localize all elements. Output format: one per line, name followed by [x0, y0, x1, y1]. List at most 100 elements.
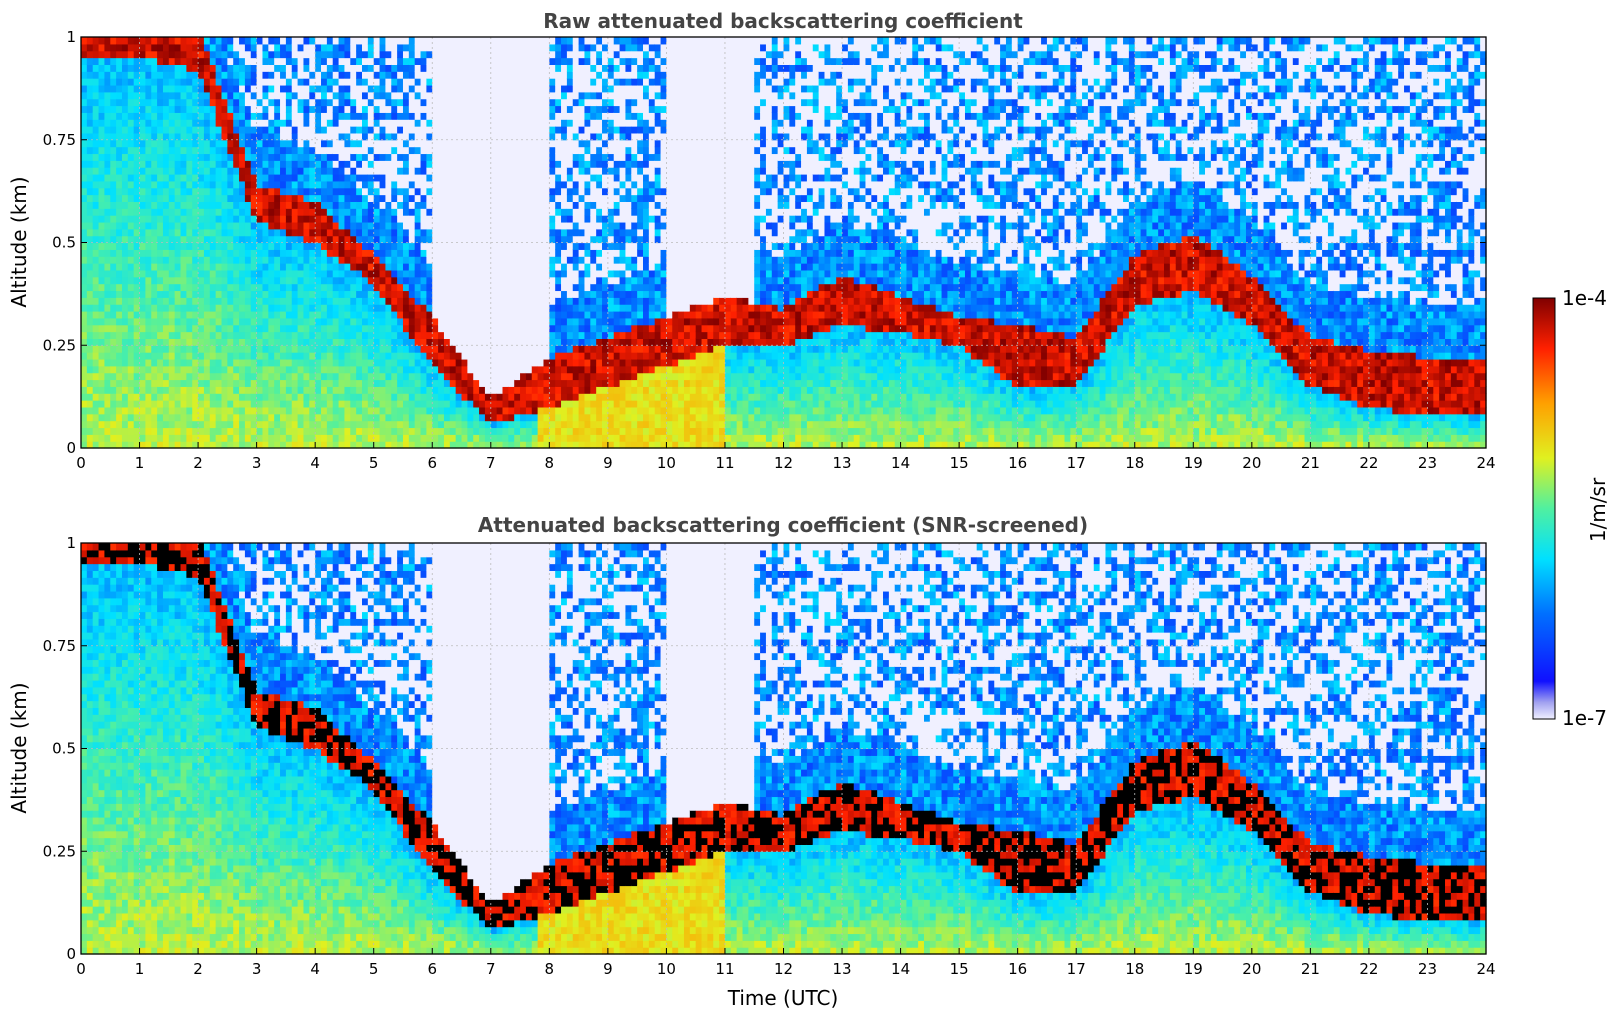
heatmap-cell: [227, 441, 234, 449]
heatmap-cell: [274, 242, 281, 250]
heatmap-cell: [461, 221, 468, 230]
heatmap-cell: [303, 98, 310, 107]
heatmap-cell: [432, 242, 439, 250]
heatmap-cell: [256, 201, 264, 209]
heatmap-cell: [174, 37, 182, 45]
heatmap-cell: [133, 119, 141, 127]
heatmap-cell: [98, 386, 106, 394]
heatmap-cell: [186, 105, 193, 113]
heatmap-cell: [385, 345, 392, 353]
heatmap-cell: [209, 98, 217, 107]
heatmap-cell: [549, 269, 556, 278]
heatmap-cell: [408, 235, 416, 244]
heatmap-cell: [426, 215, 433, 223]
heatmap-cell: [508, 276, 515, 285]
heatmap-cell: [321, 263, 328, 271]
heatmap-cell: [309, 304, 316, 312]
heatmap-cell: [221, 406, 228, 415]
heatmap-cell: [268, 126, 275, 134]
heatmap-cell: [555, 146, 562, 155]
heatmap-cell: [479, 119, 486, 127]
heatmap-cell: [244, 105, 252, 113]
heatmap-cell: [127, 91, 135, 100]
heatmap-cell: [508, 50, 515, 59]
heatmap-cell: [362, 331, 369, 339]
heatmap-cell: [549, 338, 556, 346]
heatmap-cell: [555, 441, 562, 449]
heatmap-cell: [537, 263, 545, 271]
heatmap-cell: [385, 372, 392, 381]
heatmap-cell: [391, 324, 398, 333]
heatmap-cell: [344, 132, 351, 141]
heatmap-cell: [239, 201, 246, 209]
heatmap-cell: [151, 146, 158, 155]
heatmap-cell: [531, 78, 539, 86]
heatmap-cell: [192, 365, 199, 374]
heatmap-cell: [397, 386, 404, 394]
heatmap-cell: [356, 221, 363, 230]
heatmap-cell: [203, 242, 211, 250]
heatmap-cell: [297, 372, 305, 381]
heatmap-cell: [127, 276, 135, 285]
heatmap-cell: [502, 153, 509, 161]
heatmap-cell: [274, 283, 281, 292]
heatmap-cell: [514, 126, 521, 134]
heatmap-cell: [186, 98, 193, 107]
heatmap-cell: [367, 187, 375, 196]
heatmap-cell: [168, 208, 176, 216]
heatmap-cell: [86, 37, 94, 45]
heatmap-cell: [514, 160, 521, 168]
heatmap-cell: [192, 84, 199, 93]
heatmap-cell: [174, 379, 182, 387]
heatmap-cell: [157, 160, 164, 168]
heatmap-cell: [321, 345, 328, 353]
heatmap-cell: [98, 228, 106, 237]
heatmap-cell: [326, 132, 334, 141]
heatmap-cell: [455, 228, 463, 237]
heatmap-cell: [280, 208, 287, 216]
heatmap-cell: [525, 242, 533, 250]
heatmap-cell: [256, 263, 264, 271]
heatmap-cell: [268, 174, 275, 182]
heatmap-cell: [250, 139, 258, 148]
heatmap-cell: [157, 180, 164, 189]
heatmap-cell: [432, 304, 439, 312]
heatmap-cell: [344, 358, 351, 367]
heatmap-cell: [227, 194, 234, 202]
heatmap-cell: [379, 139, 387, 148]
heatmap-cell: [479, 112, 486, 120]
heatmap-cell: [157, 290, 164, 298]
heatmap-cell: [414, 249, 422, 257]
heatmap-cell: [262, 249, 269, 257]
heatmap-cell: [244, 352, 252, 360]
heatmap-cell: [92, 297, 100, 305]
heatmap-cell: [373, 434, 381, 442]
heatmap-cell: [402, 112, 410, 120]
heatmap-cell: [561, 174, 568, 182]
heatmap-cell: [315, 84, 322, 93]
heatmap-cell: [268, 228, 275, 237]
heatmap-cell: [151, 57, 158, 65]
heatmap-cell: [221, 132, 228, 141]
heatmap-cell: [408, 441, 416, 449]
heatmap-cell: [262, 290, 269, 298]
heatmap-cell: [203, 290, 211, 298]
heatmap-cell: [543, 358, 550, 367]
heatmap-cell: [81, 84, 88, 93]
heatmap-cell: [116, 119, 123, 127]
heatmap-cell: [81, 194, 88, 202]
heatmap-cell: [561, 352, 568, 360]
heatmap-cell: [81, 91, 88, 100]
heatmap-cell: [291, 311, 299, 319]
heatmap-cell: [490, 269, 498, 278]
heatmap-cell: [268, 269, 275, 278]
heatmap-cell: [174, 174, 182, 182]
heatmap-cell: [86, 146, 94, 155]
heatmap-cell: [467, 105, 474, 113]
heatmap-cell: [256, 43, 264, 52]
heatmap-cell: [420, 338, 427, 346]
heatmap-cell: [285, 208, 293, 216]
heatmap-cell: [250, 365, 258, 374]
heatmap-cell: [344, 400, 351, 408]
heatmap-cell: [479, 132, 486, 141]
